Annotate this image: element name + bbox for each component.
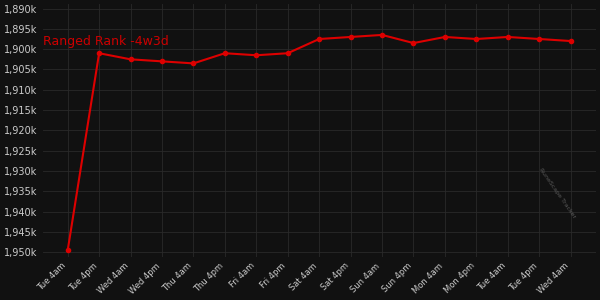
Text: Ranged Rank -4w3d: Ranged Rank -4w3d <box>43 35 168 48</box>
Text: RuneScape Tracker: RuneScape Tracker <box>538 167 577 220</box>
